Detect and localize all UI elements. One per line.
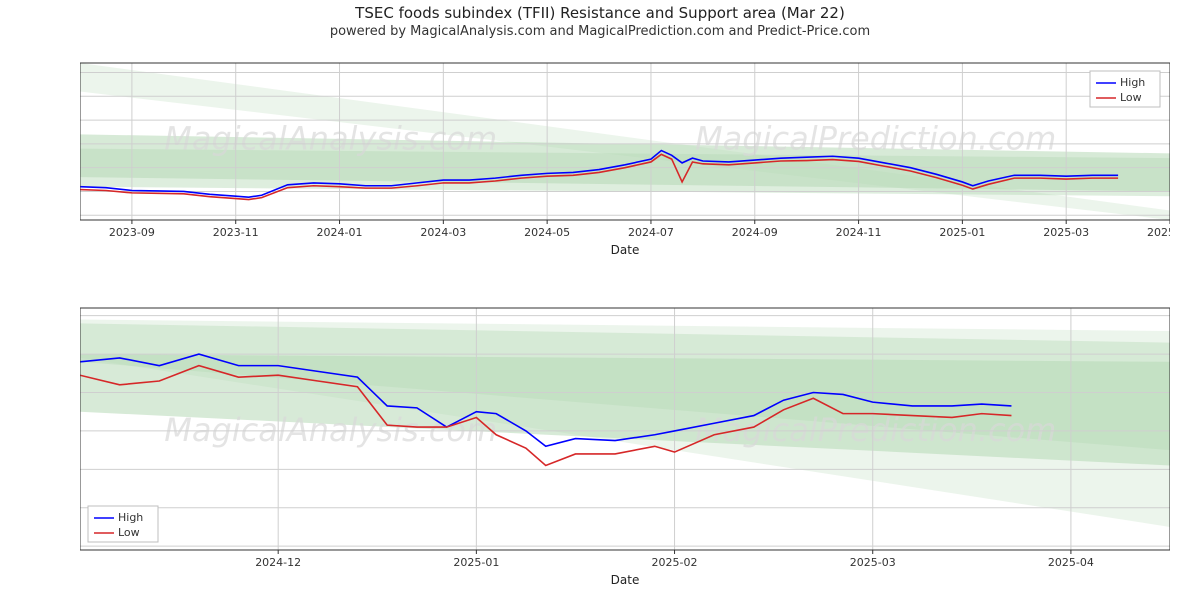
legend-label-low: Low bbox=[118, 526, 140, 539]
lower-chart: MagicalAnalysis.comMagicalPrediction.com… bbox=[80, 300, 1170, 590]
legend-label-high: High bbox=[1120, 76, 1145, 89]
x-tick-label: 2025-04 bbox=[1048, 556, 1094, 569]
x-axis-label: Date bbox=[611, 243, 640, 257]
chart-title: TSEC foods subindex (TFII) Resistance an… bbox=[0, 4, 1200, 22]
x-tick-label: 2024-03 bbox=[420, 226, 466, 239]
watermark-left: MagicalAnalysis.com bbox=[164, 411, 497, 449]
chart-page: TSEC foods subindex (TFII) Resistance an… bbox=[0, 0, 1200, 600]
legend-label-low: Low bbox=[1120, 91, 1142, 104]
x-tick-label: 2025-02 bbox=[652, 556, 698, 569]
x-tick-label: 2024-01 bbox=[317, 226, 363, 239]
x-tick-label: 2025-03 bbox=[1043, 226, 1089, 239]
x-tick-label: 2025-01 bbox=[939, 226, 985, 239]
x-tick-label: 2024-05 bbox=[524, 226, 570, 239]
x-tick-label: 2024-11 bbox=[836, 226, 882, 239]
watermark-right: MagicalPrediction.com bbox=[695, 119, 1056, 157]
legend-label-high: High bbox=[118, 511, 143, 524]
x-tick-label: 2025-01 bbox=[453, 556, 499, 569]
x-tick-label: 2025-05 bbox=[1147, 226, 1170, 239]
x-tick-label: 2023-11 bbox=[213, 226, 259, 239]
upper-chart: MagicalAnalysis.com MagicalPrediction.com… bbox=[80, 55, 1170, 260]
x-tick-label: 2024-07 bbox=[628, 226, 674, 239]
x-tick-label: 2024-12 bbox=[255, 556, 301, 569]
watermark-left: MagicalAnalysis.com bbox=[164, 119, 497, 157]
x-axis-label: Date bbox=[611, 573, 640, 587]
x-tick-label: 2025-03 bbox=[850, 556, 896, 569]
x-tick-label: 2023-09 bbox=[109, 226, 155, 239]
chart-subtitle: powered by MagicalAnalysis.com and Magic… bbox=[0, 24, 1200, 39]
x-tick-label: 2024-09 bbox=[732, 226, 778, 239]
